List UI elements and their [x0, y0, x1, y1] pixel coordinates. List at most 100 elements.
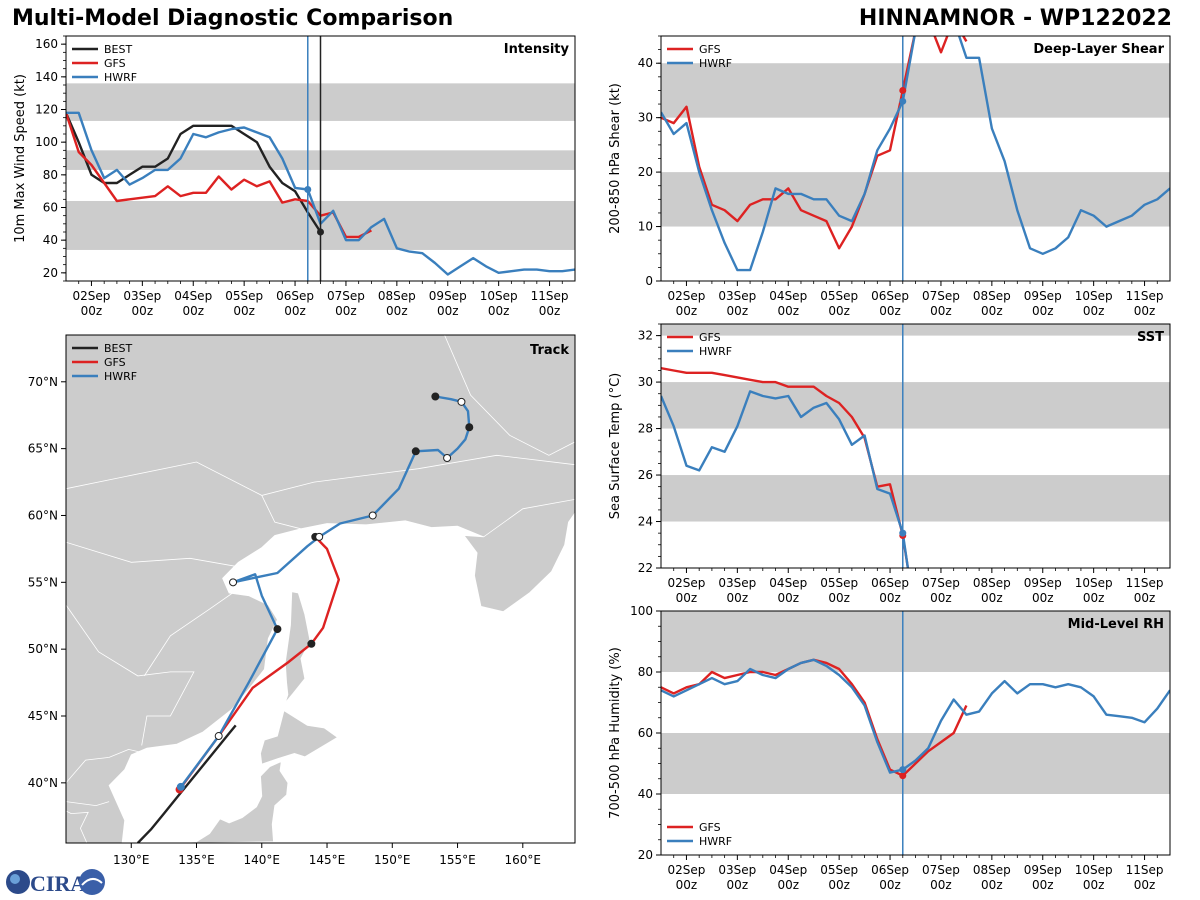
- sst-xtick-label-hour: 00z: [981, 591, 1003, 605]
- track-ytick-label: 55°N: [28, 575, 58, 589]
- sst-xtick-label-day: 05Sep: [820, 576, 858, 590]
- storm-id-title: HINNAMNOR - WP122022: [858, 6, 1172, 31]
- track-marker-hwrf: [176, 782, 185, 791]
- sst-ylabel: Sea Surface Temp (°C): [608, 373, 623, 520]
- sst-legend-label-gfs: GFS: [699, 331, 721, 344]
- shear-xtick-label-day: 09Sep: [1024, 289, 1062, 303]
- track-marker-hwrf: [465, 423, 474, 432]
- rh-legend-label-hwrf: HWRF: [699, 835, 732, 848]
- shear-xtick-label-day: 04Sep: [769, 289, 807, 303]
- rh-xtick-label-day: 05Sep: [820, 863, 858, 877]
- sst-ytick-label: 24: [638, 515, 653, 529]
- intensity-xtick-label-hour: 00z: [182, 304, 204, 318]
- intensity-legend-label-hwrf: HWRF: [104, 71, 137, 84]
- sst-xtick-label-hour: 00z: [1032, 591, 1054, 605]
- sst-xtick-label-hour: 00z: [777, 591, 799, 605]
- sst-xtick-label-day: 10Sep: [1075, 576, 1113, 590]
- sst-frame: [660, 323, 1171, 569]
- track-series-best: [136, 724, 237, 843]
- intensity-xtick-label-hour: 00z: [488, 304, 510, 318]
- sst-xtick-label-hour: 00z: [727, 591, 749, 605]
- intensity-ytick-label: 120: [35, 103, 58, 117]
- track-marker-hwrf: [457, 397, 466, 406]
- intensity-xtick-label-day: 05Sep: [225, 289, 263, 303]
- track-ytick-label: 45°N: [28, 709, 58, 723]
- shear-ytick-label: 20: [638, 165, 653, 179]
- rh-series-hwrf: [661, 658, 1170, 774]
- sst-series-group: [661, 367, 910, 568]
- figure-title: Multi-Model Diagnostic Comparison: [12, 6, 454, 31]
- intensity-xtick-label-hour: 00z: [284, 304, 306, 318]
- intensity-best-marker: [317, 228, 324, 236]
- track-marker-hwrf: [443, 453, 452, 462]
- intensity-ytick-label: 140: [35, 70, 58, 84]
- rh-xtick-label-hour: 00z: [1083, 878, 1105, 892]
- shear-xtick-label-day: 11Sep: [1126, 289, 1164, 303]
- intensity-ylabel: 10m Max Wind Speed (kt): [13, 74, 28, 243]
- intensity-xtick-label-day: 03Sep: [123, 289, 161, 303]
- rh-frame: [660, 610, 1171, 856]
- shear-xtick-label-hour: 00z: [777, 304, 799, 318]
- rh-xtick-label-hour: 00z: [1134, 878, 1156, 892]
- rh-legend-label-gfs: GFS: [699, 821, 721, 834]
- shear-band-0: [661, 172, 1170, 227]
- shear-hwrf-marker: [899, 97, 907, 105]
- intensity-xtick-label-hour: 00z: [539, 304, 561, 318]
- boundary-admin-east: [444, 335, 575, 456]
- cira-logo: CIRA: [6, 869, 105, 896]
- intensity-xtick-label-day: 07Sep: [327, 289, 365, 303]
- rh-ylabel: 700-500 hPa Humidity (%): [608, 647, 623, 819]
- shear-legend-label-hwrf: HWRF: [699, 57, 732, 70]
- shear-xtick-label-hour: 00z: [1032, 304, 1054, 318]
- intensity-xtick-label-day: 04Sep: [174, 289, 212, 303]
- rh-panel-title: Mid-Level RH: [1068, 617, 1164, 632]
- intensity-xtick-label-hour: 00z: [132, 304, 154, 318]
- rh-xtick-label-hour: 00z: [828, 878, 850, 892]
- track-xtick-label: 160°E: [505, 853, 542, 867]
- track-marker-hwrf: [431, 392, 440, 401]
- shear-legend-label-gfs: GFS: [699, 43, 721, 56]
- rh-xtick-label-hour: 00z: [676, 878, 698, 892]
- shear-panel-title: Deep-Layer Shear: [1033, 42, 1164, 57]
- sst-xtick-label-day: 08Sep: [973, 576, 1011, 590]
- sst-xtick-label-hour: 00z: [1134, 591, 1156, 605]
- rh-xtick-label-day: 07Sep: [922, 863, 960, 877]
- intensity-legend-label-best: BEST: [104, 43, 132, 56]
- shear-xtick-label-day: 05Sep: [820, 289, 858, 303]
- shear-ytick-label: 0: [645, 274, 653, 288]
- sst-ytick-label: 30: [638, 375, 653, 389]
- intensity-xtick-label-day: 06Sep: [276, 289, 314, 303]
- intensity-xtick-label-day: 11Sep: [531, 289, 569, 303]
- intensity-ytick-label: 80: [43, 168, 58, 182]
- sst-ytick-label: 32: [638, 329, 653, 343]
- shear-xtick-label-day: 07Sep: [922, 289, 960, 303]
- track-map-group: [66, 335, 575, 843]
- rh-xtick-label-day: 09Sep: [1024, 863, 1062, 877]
- intensity-legend-label-gfs: GFS: [104, 57, 126, 70]
- sst-series-hwrf: [661, 390, 910, 568]
- track-xtick-label: 140°E: [244, 853, 281, 867]
- sst-xtick-label-day: 03Sep: [718, 576, 756, 590]
- track-marker-gfs: [307, 639, 316, 648]
- land-honshu: [163, 760, 289, 843]
- rh-xtick-label-day: 08Sep: [973, 863, 1011, 877]
- cira-logo-text: CIRA: [30, 871, 86, 896]
- boundary-admin-west: [66, 541, 236, 567]
- chart-rh: 2040608010002Sep00z03Sep00z04Sep00z05Sep…: [608, 604, 1171, 892]
- track-xtick-label: 130°E: [113, 853, 150, 867]
- sst-xtick-label-day: 02Sep: [668, 576, 706, 590]
- intensity-xtick-label-hour: 00z: [233, 304, 255, 318]
- track-marker-hwrf: [368, 511, 377, 520]
- sst-hwrf-marker: [899, 529, 907, 537]
- track-marker-hwrf: [411, 447, 420, 456]
- chart-sst: 22242628303202Sep00z03Sep00z04Sep00z05Se…: [608, 323, 1171, 605]
- shear-xtick-label-hour: 00z: [727, 304, 749, 318]
- intensity-xtick-label-day: 08Sep: [378, 289, 416, 303]
- intensity-xtick-label-day: 02Sep: [73, 289, 111, 303]
- rh-xtick-label-day: 03Sep: [718, 863, 756, 877]
- shear-band-1: [661, 63, 1170, 118]
- track-xtick-label: 135°E: [178, 853, 215, 867]
- intensity-xtick-label-hour: 00z: [386, 304, 408, 318]
- sst-xtick-label-hour: 00z: [828, 591, 850, 605]
